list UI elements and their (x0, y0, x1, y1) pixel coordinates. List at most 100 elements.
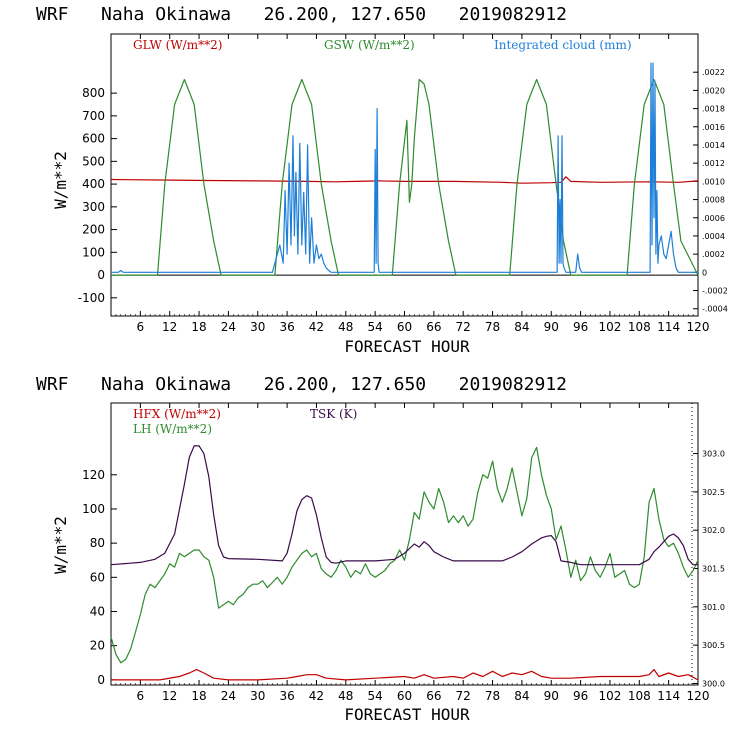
y-tick-label: 80 (90, 536, 105, 550)
legend-lh: LH (W/m**2) (133, 422, 212, 436)
x-tick-label: 42 (309, 320, 324, 334)
x-tick-label: 96 (573, 689, 588, 703)
chart-1-title: WRF Naha Okinawa 26.200, 127.650 2019082… (36, 4, 567, 25)
x-tick-label: 114 (657, 320, 680, 334)
y-tick-label: -100 (78, 291, 105, 305)
y2-tick-label: .0002 (702, 250, 725, 259)
series-line-integrated-cloud-mm (111, 62, 698, 273)
chart-2-title: WRF Naha Okinawa 26.200, 127.650 2019082… (36, 374, 567, 395)
y-tick-label: 20 (90, 639, 105, 653)
x-tick-label: 72 (456, 320, 471, 334)
y2-tick-label: -.0002 (702, 287, 728, 296)
x-tick-label: 6 (137, 689, 145, 703)
x-tick-label: 78 (485, 689, 500, 703)
y-tick-label: 500 (82, 154, 105, 168)
x-tick-label: 54 (368, 320, 383, 334)
y2-tick-label: .0004 (702, 232, 725, 241)
x-tick-label: 18 (191, 320, 206, 334)
x-tick-label: 18 (191, 689, 206, 703)
x-tick-label: 78 (485, 320, 500, 334)
x-tick-label: 48 (338, 689, 353, 703)
y2-tick-label: 300.5 (702, 641, 725, 650)
y2-tick-label: .0022 (702, 68, 725, 77)
y2-tick-label: .0016 (702, 123, 725, 132)
x-tick-label: 102 (598, 320, 621, 334)
x-tick-label: 108 (628, 689, 651, 703)
x-tick-label: 54 (368, 689, 383, 703)
y-tick-label: 0 (97, 673, 105, 687)
series-line-hfx-w-m (111, 668, 699, 681)
x-tick-label: 36 (279, 689, 294, 703)
x-tick-label: 114 (657, 689, 680, 703)
y2-tick-label: 301.0 (702, 603, 725, 612)
series-line-tsk-k (110, 445, 698, 566)
y-tick-label: 700 (82, 109, 105, 123)
legend-glw: GLW (W/m**2) (133, 38, 222, 52)
chart-1-radiation: WRF Naha Okinawa 26.200, 127.650 2019082… (36, 4, 728, 356)
chart-1-ylabel: W/m**2 (51, 151, 70, 209)
series-line-lh-w-m (110, 446, 699, 664)
x-tick-label: 60 (397, 320, 412, 334)
x-tick-label: 6 (137, 320, 145, 334)
y-tick-label: 600 (82, 132, 105, 146)
chart-1-frame (110, 33, 699, 317)
y-tick-label: 120 (82, 468, 105, 482)
legend-gsw: GSW (W/m**2) (324, 38, 415, 52)
y2-tick-label: .0008 (702, 196, 725, 205)
x-tick-label: 30 (250, 689, 265, 703)
y2-tick-label: -.0004 (702, 305, 728, 314)
x-tick-label: 96 (573, 320, 588, 334)
legend-integrated-cloud: Integrated cloud (mm) (494, 38, 632, 52)
y2-tick-label: 0 (702, 268, 707, 277)
legend-tsk: TSK (K) (310, 407, 357, 421)
y2-tick-label: 303.0 (702, 450, 725, 459)
x-tick-label: 12 (162, 320, 177, 334)
y-tick-label: 60 (90, 570, 105, 584)
x-tick-label: 66 (426, 320, 441, 334)
x-tick-label: 60 (397, 689, 412, 703)
y-tick-label: 100 (82, 502, 105, 516)
x-tick-label: 120 (687, 689, 710, 703)
x-tick-label: 66 (426, 689, 441, 703)
series-line-glw-w-m (110, 176, 699, 184)
y-tick-label: 300 (82, 200, 105, 214)
y2-tick-label: .0018 (702, 105, 725, 114)
chart-2-xlabel: FORECAST HOUR (344, 705, 470, 724)
x-tick-label: 120 (687, 320, 710, 334)
x-tick-label: 30 (250, 320, 265, 334)
chart-1-xlabel: FORECAST HOUR (344, 337, 470, 356)
y2-tick-label: .0020 (702, 86, 725, 95)
y-tick-label: 100 (82, 245, 105, 259)
x-tick-label: 84 (514, 320, 529, 334)
y2-tick-label: .0012 (702, 159, 725, 168)
x-tick-label: 48 (338, 320, 353, 334)
x-tick-label: 72 (456, 689, 471, 703)
y2-tick-label: 300.0 (702, 679, 725, 688)
chart-2-fluxes: WRF Naha Okinawa 26.200, 127.650 2019082… (36, 374, 725, 724)
y2-tick-label: .0014 (702, 141, 725, 150)
x-tick-label: 24 (221, 320, 236, 334)
y-tick-label: 800 (82, 86, 105, 100)
chart-2-ylabel: W/m**2 (51, 516, 70, 574)
x-tick-label: 42 (309, 689, 324, 703)
series-line-gsw-w-m (111, 78, 699, 276)
x-tick-label: 84 (514, 689, 529, 703)
x-tick-label: 108 (628, 320, 651, 334)
y2-tick-label: 301.5 (702, 565, 725, 574)
x-tick-label: 90 (544, 689, 559, 703)
y2-tick-label: 302.5 (702, 488, 725, 497)
y-tick-label: 200 (82, 223, 105, 237)
x-tick-label: 24 (221, 689, 236, 703)
x-tick-label: 12 (162, 689, 177, 703)
x-tick-label: 90 (544, 320, 559, 334)
y2-tick-label: .0006 (702, 214, 725, 223)
y-tick-label: 40 (90, 605, 105, 619)
legend-hfx: HFX (W/m**2) (133, 407, 221, 421)
x-tick-label: 102 (598, 689, 621, 703)
y2-tick-label: 302.0 (702, 526, 725, 535)
y-tick-label: 0 (97, 268, 105, 282)
y-tick-label: 400 (82, 177, 105, 191)
x-tick-label: 36 (279, 320, 294, 334)
y2-tick-label: .0010 (702, 177, 725, 186)
